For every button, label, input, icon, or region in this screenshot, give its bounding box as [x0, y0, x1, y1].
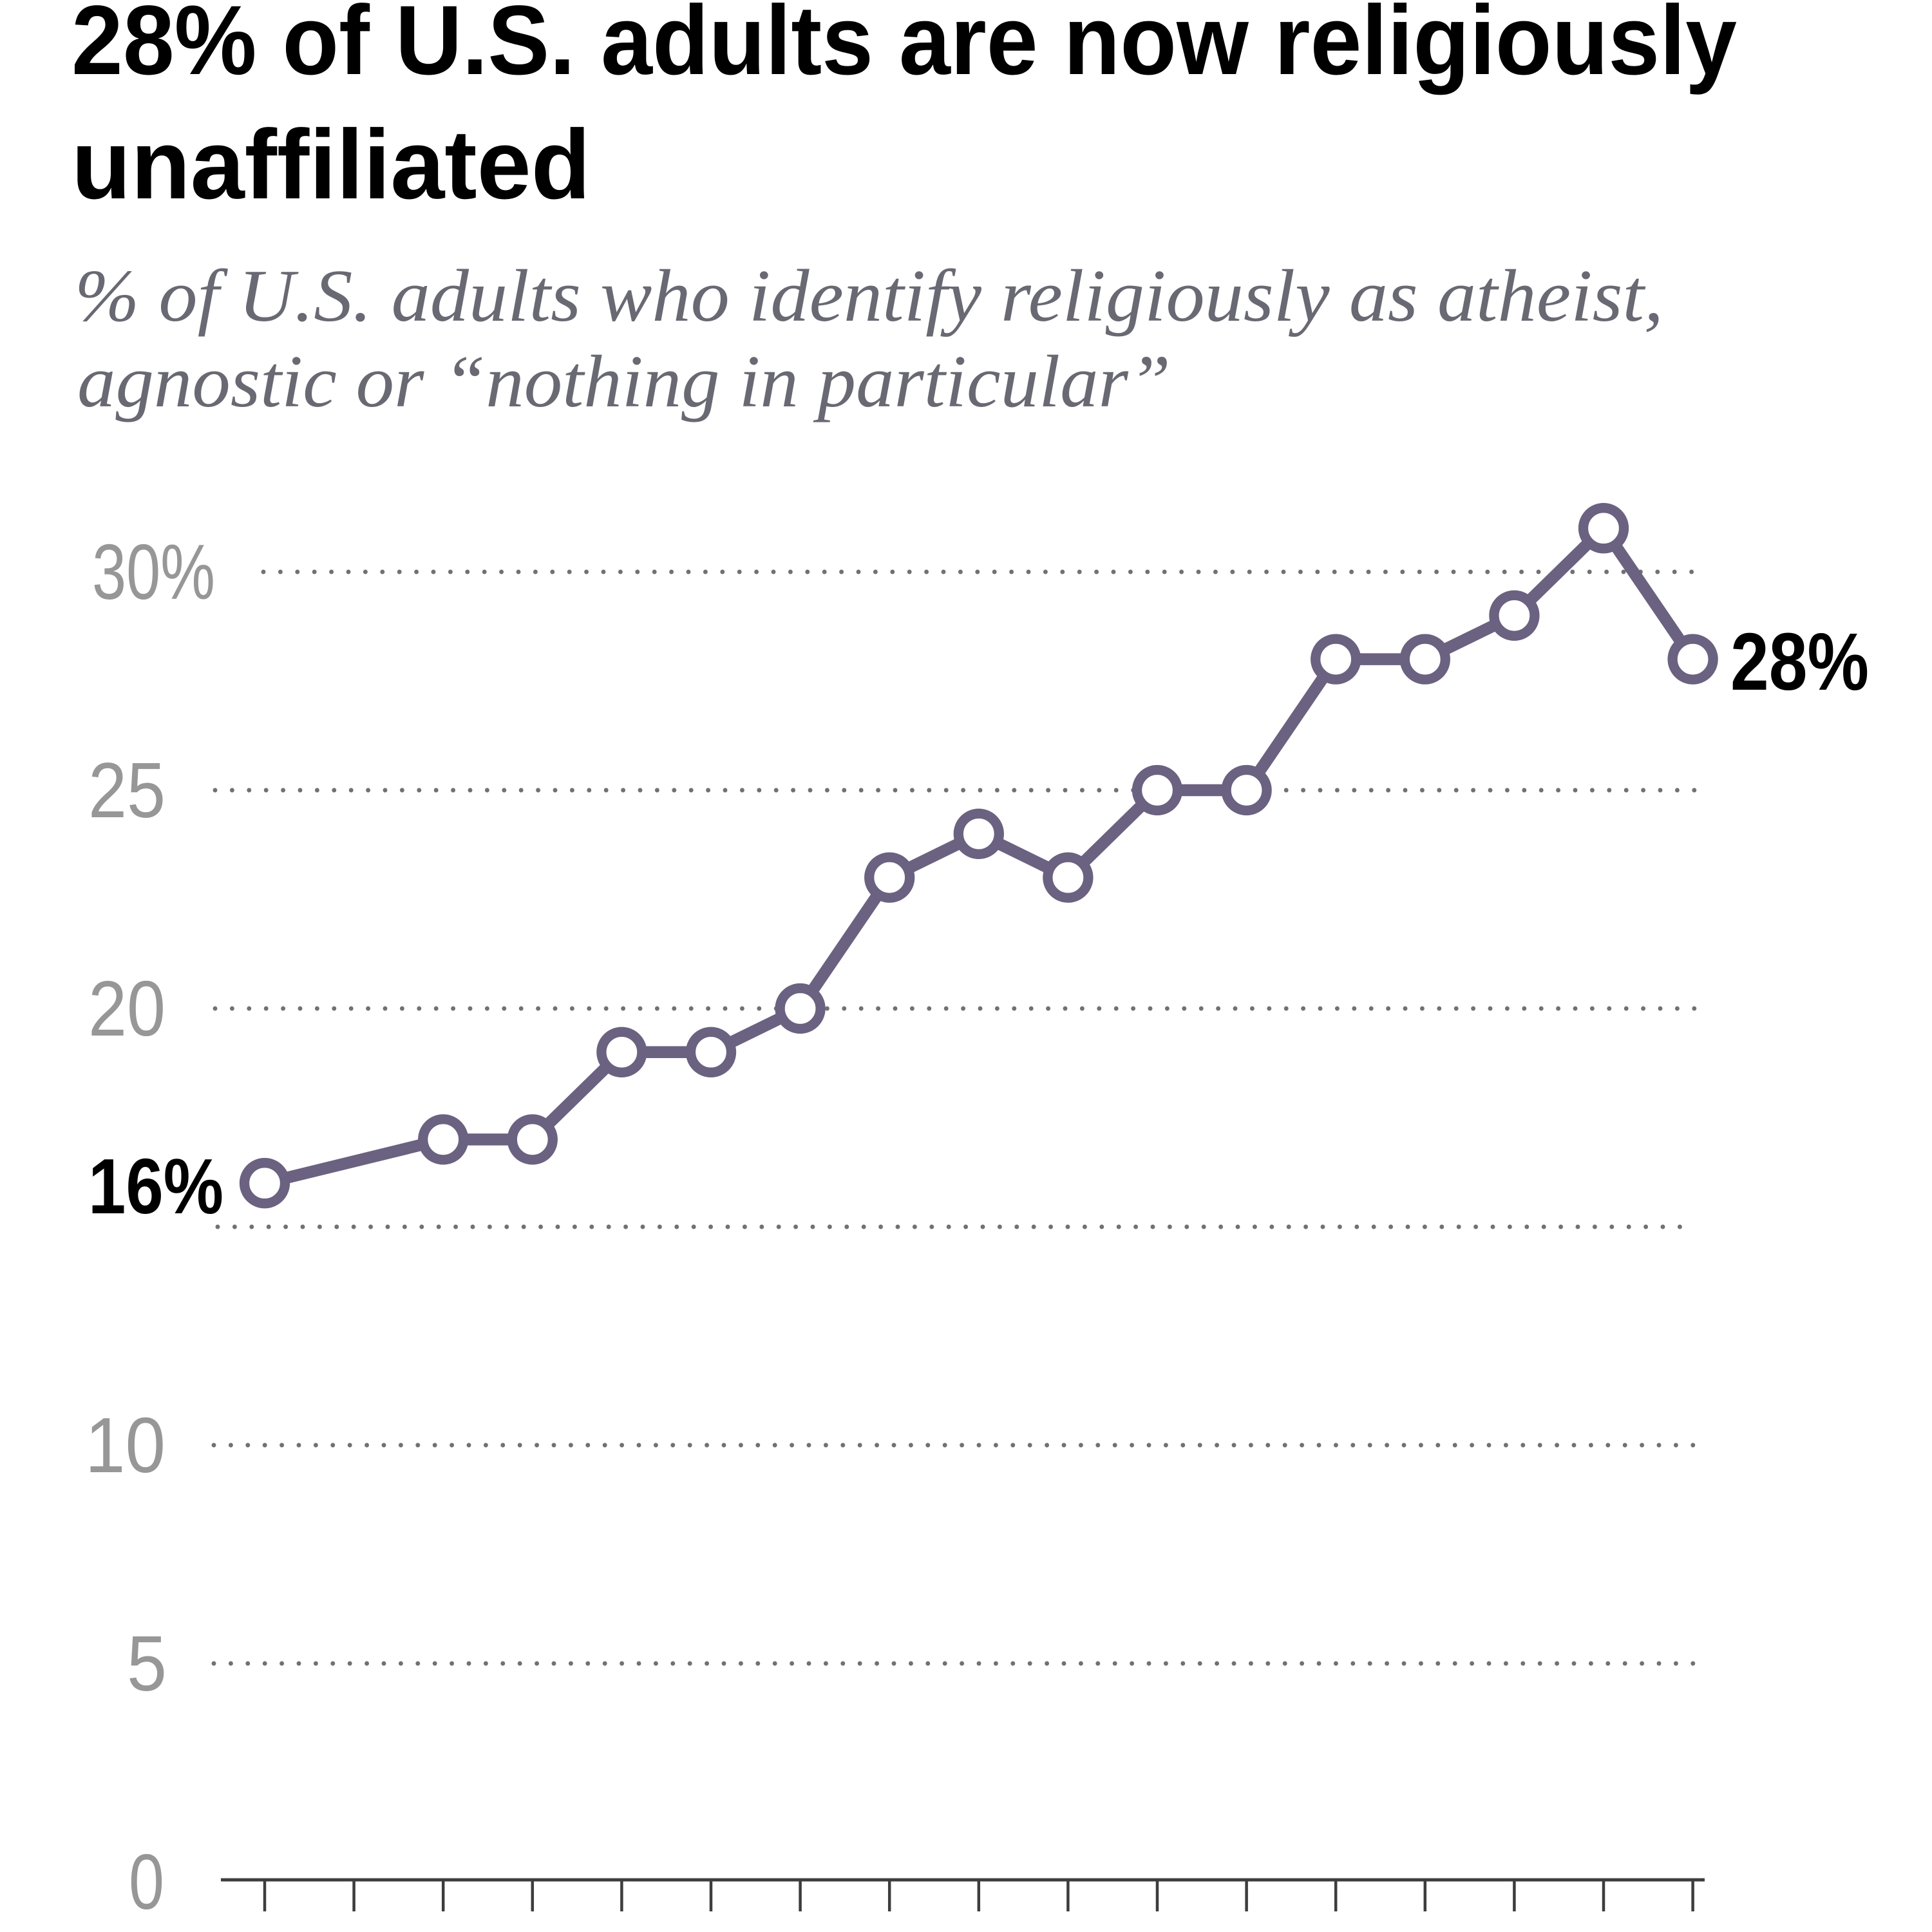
svg-text:unaffiliated: unaffiliated [71, 109, 591, 220]
svg-text:20: 20 [88, 965, 166, 1052]
svg-text:agnostic or “nothing in partic: agnostic or “nothing in particular” [77, 341, 1171, 423]
svg-text:% of U.S. adults who identify: % of U.S. adults who identify religiousl… [75, 255, 1663, 337]
svg-text:0: 0 [129, 1838, 164, 1926]
svg-text:28% of U.S. adults are now rel: 28% of U.S. adults are now religiously [71, 0, 1737, 95]
svg-text:30%: 30% [92, 528, 215, 616]
svg-text:10: 10 [85, 1401, 166, 1489]
svg-text:16%: 16% [88, 1142, 223, 1230]
svg-text:25: 25 [88, 746, 166, 834]
svg-text:5: 5 [127, 1620, 167, 1707]
svg-text:28%: 28% [1730, 616, 1869, 707]
